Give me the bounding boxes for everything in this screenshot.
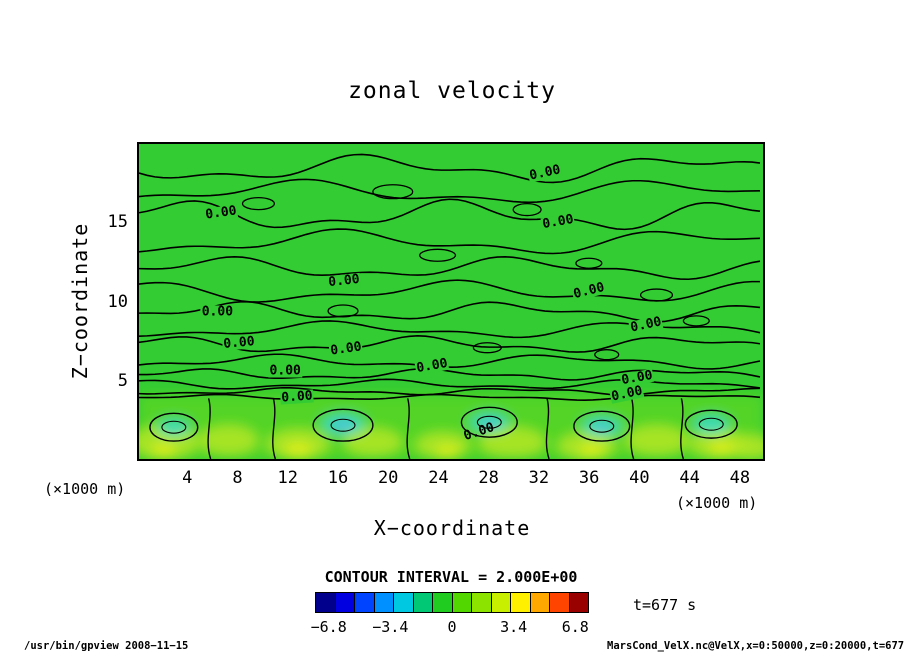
y-axis-unit: (×1000 m) [44, 480, 126, 498]
x-tick-label: 40 [629, 468, 650, 488]
colorbar-segment [569, 593, 588, 612]
colorbar-segment [550, 593, 570, 612]
colorbar-segment [335, 593, 355, 612]
x-tick-label: 8 [232, 468, 243, 488]
y-tick-label: 5 [117, 371, 128, 392]
contour-lines [139, 153, 761, 459]
colorbar-segment [316, 593, 336, 612]
x-tick-label: 32 [528, 468, 550, 488]
colorbar-segment [433, 593, 453, 612]
x-tick-label: 20 [377, 468, 399, 488]
y-axis-label: Z−coordinate [68, 222, 92, 380]
x-tick-label: 16 [327, 468, 349, 488]
colorbar-segment [491, 593, 511, 612]
x-axis-label: X−coordinate [373, 516, 531, 540]
colorbar-segment [374, 593, 394, 612]
x-tick-label: 36 [578, 468, 600, 488]
time-annotation: t=677 s [633, 596, 697, 614]
contour-interval-text: CONTOUR INTERVAL = 2.000E+00 [324, 568, 578, 586]
colorbar-segment [394, 593, 414, 612]
x-tick-label: 4 [182, 468, 193, 488]
x-tick-label: 44 [679, 468, 700, 488]
colorbar-tick-label: −6.8 [310, 618, 347, 636]
colorbar-segment [472, 593, 492, 612]
colorbar-segment [452, 593, 472, 612]
x-tick-label: 24 [428, 468, 449, 488]
colorbar-segment [355, 593, 375, 612]
x-axis-unit: (×1000 m) [676, 494, 758, 512]
velocity-anomaly-blobs [139, 394, 763, 459]
y-axis-ticks: 5 10 15 [94, 142, 130, 461]
colorbar-segment [413, 593, 433, 612]
colorbar-segment [530, 593, 550, 612]
contour-field-canvas [139, 144, 763, 459]
colorbar-tick-label: 6.8 [561, 618, 589, 636]
footer-command-line: /usr/bin/gpview 2008−11−15 [24, 640, 189, 652]
y-tick-label: 15 [107, 211, 128, 232]
x-axis-ticks: 4 8 12 16 20 24 28 32 36 40 44 48 [137, 468, 765, 490]
colorbar [315, 592, 589, 613]
chart-title: zonal velocity [348, 78, 556, 104]
contour-plot [137, 142, 765, 461]
colorbar-tick-label: −3.4 [372, 618, 409, 636]
x-tick-label: 48 [729, 468, 751, 488]
colorbar-tick-labels: −6.8 −3.4 0 3.4 6.8 [311, 618, 589, 636]
colorbar-tick-label: 0 [447, 618, 457, 636]
x-tick-label: 12 [277, 468, 298, 488]
y-tick-label: 10 [107, 291, 128, 312]
x-tick-label: 28 [478, 468, 499, 488]
colorbar-tick-label: 3.4 [500, 618, 528, 636]
colorbar-segment [511, 593, 531, 612]
footer-data-source: MarsCond_VelX.nc@VelX,x=0:50000,z=0:2000… [607, 640, 904, 652]
